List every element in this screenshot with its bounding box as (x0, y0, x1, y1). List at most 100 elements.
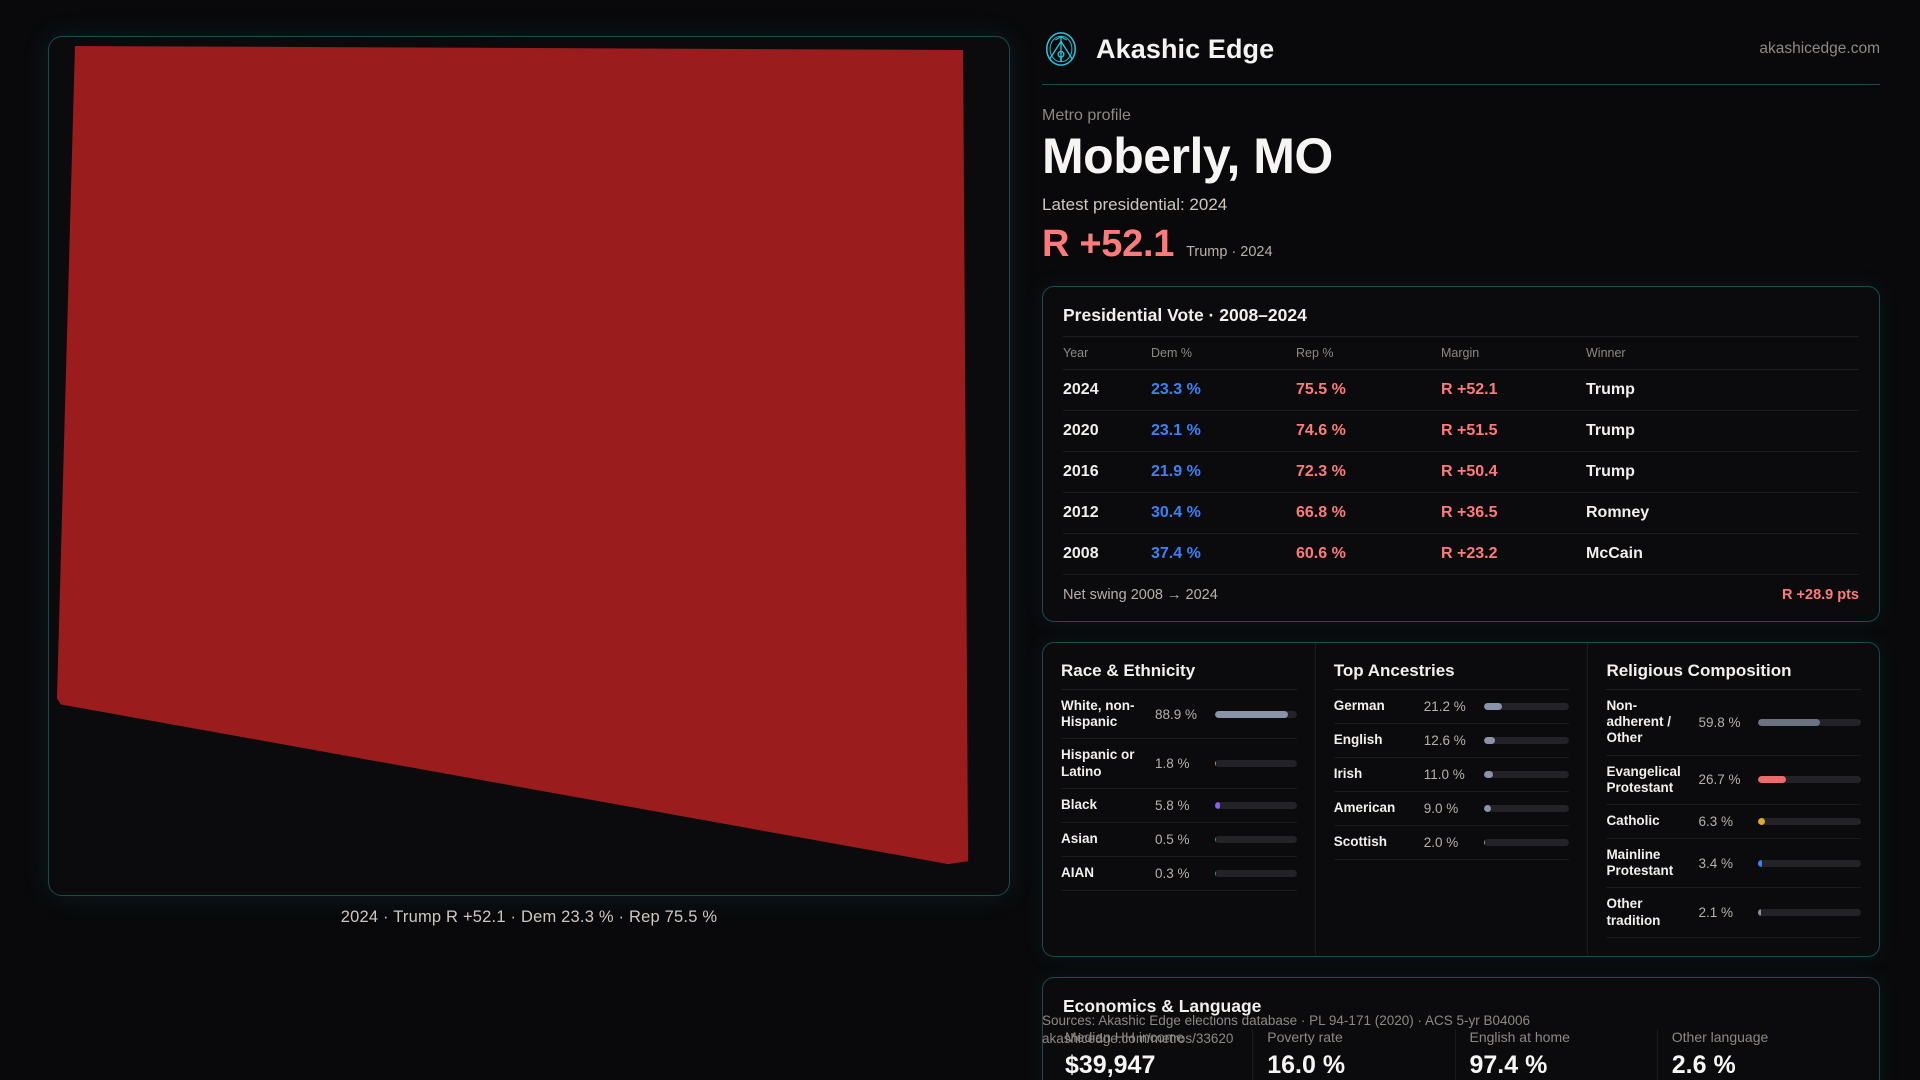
row-value: 26.7 % (1698, 772, 1741, 788)
economics-metric: Poverty rate 16.0 % (1252, 1028, 1454, 1080)
economics-language-title: Economics & Language (1063, 995, 1262, 1016)
table-row: 2012 30.4 % 66.8 % R +36.5 Romney (1063, 492, 1859, 534)
table-row: 2016 21.9 % 72.3 % R +50.4 Trump (1063, 451, 1859, 493)
row-bar (1758, 817, 1862, 825)
row-bar (1758, 909, 1862, 916)
col-winner: Winner (1586, 336, 1859, 370)
cell-dem: 37.4 % (1151, 533, 1296, 575)
religious-composition-title: Religious Composition (1606, 661, 1862, 690)
row-label: Asian (1061, 831, 1098, 847)
religious-composition-column: Religious Composition Non-adherent / Oth… (1587, 643, 1879, 956)
row-label: American (1333, 800, 1396, 816)
cell-year: 2012 (1063, 492, 1151, 534)
row-bar (1483, 771, 1570, 778)
cell-margin: R +51.5 (1441, 410, 1586, 452)
row-label: Black (1061, 797, 1098, 813)
race-row: AIAN 0.3 % (1061, 857, 1297, 891)
row-bar (1483, 805, 1570, 812)
row-bar (1483, 703, 1570, 710)
cell-year: 2020 (1063, 410, 1151, 452)
cell-rep: 72.3 % (1296, 451, 1441, 493)
row-value: 2.0 % (1423, 835, 1459, 850)
footer: Sources: Akashic Edge elections database… (1042, 1012, 1920, 1048)
row-value: 5.8 % (1155, 797, 1190, 813)
race-row: Asian 0.5 % (1061, 823, 1297, 857)
net-swing-value: R +28.9 pts (1782, 587, 1859, 603)
row-bar (1215, 760, 1297, 768)
row-label: Other tradition (1606, 896, 1661, 928)
row-bar (1215, 835, 1297, 843)
row-value: 3.4 % (1698, 855, 1733, 871)
net-swing-row: Net swing 2008 → 2024 R +28.9 pts (1063, 587, 1859, 603)
ancestry-row: American 9.0 % (1333, 792, 1570, 826)
row-label: Evangelical Protestant (1606, 763, 1681, 795)
footer-url[interactable]: akashicedge.com/metros/33620 (1042, 1031, 1234, 1047)
religion-row: Evangelical Protestant 26.7 % (1606, 756, 1862, 805)
economics-language-card: Economics & Language Median HH income $39… (1042, 976, 1880, 1080)
akashic-emblem-icon (1045, 32, 1077, 66)
cell-rep: 66.8 % (1296, 492, 1441, 534)
top-ancestries-title: Top Ancestries (1333, 661, 1570, 690)
row-label: English (1333, 732, 1383, 748)
headline-margin-value: R +52.1 (1042, 223, 1175, 265)
county-polygon[interactable] (56, 45, 969, 865)
county-choropleth-map[interactable] (49, 37, 1009, 895)
economics-metric: Other language 2.6 % (1656, 1028, 1859, 1080)
cell-margin: R +50.4 (1441, 451, 1586, 493)
row-label: Catholic (1606, 813, 1660, 829)
table-header-row: Year Dem % Rep % Margin Winner (1063, 336, 1859, 370)
row-label: Non-adherent / Other (1606, 698, 1671, 746)
headline-margin: R +52.1 Trump · 2024 (1042, 223, 1880, 266)
row-bar (1758, 776, 1862, 784)
religion-row: Other tradition 2.1 % (1606, 888, 1862, 938)
row-value: 11.0 % (1423, 767, 1465, 782)
page-kicker: Metro profile (1042, 107, 1131, 124)
cell-margin: R +52.1 (1441, 369, 1586, 411)
col-rep: Rep % (1296, 336, 1441, 370)
row-bar (1215, 710, 1297, 718)
cell-rep: 60.6 % (1296, 533, 1441, 575)
cell-margin: R +23.2 (1441, 533, 1586, 575)
economics-metric: English at home 97.4 % (1454, 1028, 1657, 1080)
ancestry-row: German 21.2 % (1333, 690, 1570, 724)
row-bar (1215, 801, 1297, 809)
col-dem: Dem % (1151, 336, 1296, 370)
presidential-vote-table: Year Dem % Rep % Margin Winner 2024 23.3 … (1063, 336, 1859, 575)
demographics-card: Race & Ethnicity White, non-Hispanic 88.9… (1042, 642, 1880, 957)
row-value: 21.2 % (1423, 699, 1466, 714)
row-label: AIAN (1061, 865, 1094, 881)
row-label: White, non-Hispanic (1061, 698, 1135, 730)
religion-row: Catholic 6.3 % (1606, 805, 1862, 839)
metric-value: 97.4 % (1469, 1050, 1548, 1079)
row-label: Irish (1333, 766, 1363, 782)
map-column: 2024 · Trump R +52.1 · Dem 23.3 % · Rep … (48, 36, 1010, 926)
metric-value: 16.0 % (1267, 1050, 1346, 1079)
metric-label: Median HH income (1065, 1028, 1185, 1045)
col-year: Year (1063, 336, 1151, 370)
row-bar (1758, 859, 1862, 867)
row-value: 9.0 % (1423, 801, 1459, 816)
row-value: 1.8 % (1155, 756, 1190, 772)
metric-value: 2.6 % (1671, 1050, 1736, 1079)
cell-winner: Trump (1586, 369, 1859, 411)
row-value: 0.3 % (1155, 865, 1190, 881)
page-title: Moberly, MO (1042, 128, 1333, 184)
cell-dem: 23.3 % (1151, 369, 1296, 411)
ancestry-row: Scottish 2.0 % (1333, 826, 1570, 860)
metro-map-card[interactable] (48, 36, 1010, 896)
metric-label: English at home (1469, 1028, 1570, 1045)
row-label: Mainline Protestant (1606, 846, 1674, 879)
headline-margin-sub: Trump · 2024 (1186, 244, 1273, 260)
row-bar (1483, 839, 1570, 846)
cell-winner: Trump (1586, 410, 1859, 452)
row-value: 59.8 % (1698, 714, 1741, 730)
presidential-vote-title: Presidential Vote · 2008–2024 (1063, 305, 1307, 325)
religion-row: Mainline Protestant 3.4 % (1606, 839, 1862, 889)
row-value: 6.3 % (1698, 813, 1733, 829)
table-row: 2008 37.4 % 60.6 % R +23.2 McCain (1063, 533, 1859, 575)
row-bar (1483, 737, 1570, 744)
table-row: 2024 23.3 % 75.5 % R +52.1 Trump (1063, 369, 1859, 411)
col-margin: Margin (1441, 336, 1586, 370)
race-row: Hispanic or Latino 1.8 % (1061, 739, 1297, 789)
